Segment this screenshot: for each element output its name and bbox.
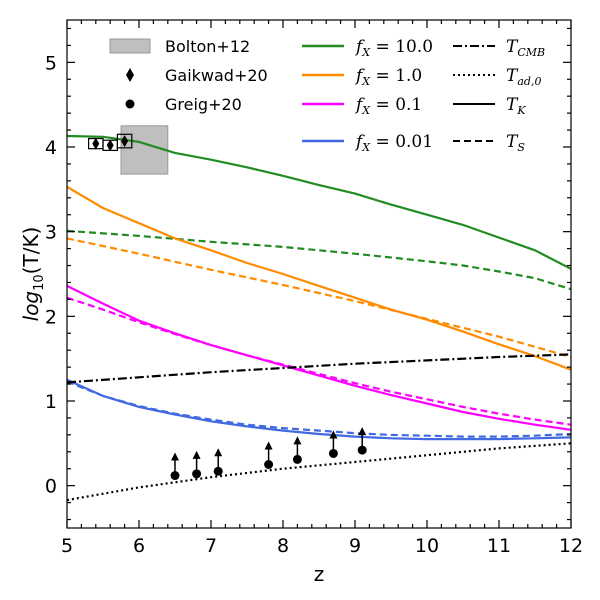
greig-point-0 [170, 452, 180, 481]
legend-entry-obs-1: Gaikwad+20 [126, 66, 268, 85]
y-tick-label-0: 0 [45, 476, 57, 498]
y-tick-label-5: 5 [45, 52, 57, 74]
legend-entry-style-2: TK [453, 95, 526, 117]
series-line-9 [67, 442, 571, 502]
legend-entry-model-2: fX = 0.1 [302, 95, 422, 117]
legend-entry-style-1: Tad,0 [453, 66, 541, 88]
y-axis-label: log10(T/K) [19, 227, 47, 322]
plot-frame [66, 19, 572, 529]
legend-label-model-2: fX = 0.1 [354, 95, 422, 117]
series-line-7 [67, 380, 571, 438]
greig-point-4 [292, 436, 302, 464]
legend: Bolton+12 Gaikwad+20 Greig+20 fX = 10.0 fX =… [109, 37, 545, 154]
greig-point-3 [264, 441, 274, 469]
legend-label-style-1: Tad,0 [506, 66, 541, 88]
bolton-region [120, 125, 169, 175]
bolton-region-layer [120, 125, 169, 175]
y-tick-label-2: 2 [45, 306, 57, 328]
legend-label-style-0: TCMB [506, 37, 545, 59]
legend-label-style-3: TS [506, 132, 525, 154]
legend-entry-model-0: fX = 10.0 [302, 37, 433, 59]
y-tick-label-1: 1 [45, 391, 57, 413]
greig-point-1 [192, 450, 202, 479]
x-tick-label-2: 7 [205, 535, 217, 557]
greig-point-5 [328, 430, 338, 458]
legend-entry-obs-2: Greig+20 [125, 95, 242, 114]
gaikwad-point-0 [87, 137, 104, 150]
y-axis-label-rest: (T/K) [19, 227, 43, 275]
legend-label-obs-0: Bolton+12 [165, 37, 250, 56]
series-line-3 [67, 237, 571, 359]
legend-entry-style-0: TCMB [453, 37, 545, 59]
legend-entry-style-3: TS [453, 132, 525, 154]
x-tick-label-3: 8 [277, 535, 289, 557]
series-line-0 [67, 134, 571, 270]
legend-label-obs-2: Greig+20 [165, 95, 242, 114]
points-layer [87, 133, 367, 481]
greig-point-2 [213, 448, 223, 476]
legend-label-model-1: fX = 1.0 [354, 66, 422, 88]
y-axis-label-sub: 10 [32, 274, 47, 291]
legend-entry-obs-0: Bolton+12 [109, 37, 250, 56]
x-tick-label-4: 9 [349, 535, 361, 557]
y-axis-label-base: log [19, 291, 43, 322]
y-tick-label-3: 3 [45, 222, 57, 244]
x-tick-label-1: 6 [133, 535, 145, 557]
series-line-1 [67, 229, 571, 291]
ticks-layer [66, 20, 572, 528]
x-axis-label: z [314, 562, 325, 586]
y-tick-label-4: 4 [45, 137, 57, 159]
legend-label-model-0: fX = 10.0 [354, 37, 433, 59]
series-line-5 [67, 296, 571, 426]
legend-label-model-3: fX = 0.01 [354, 132, 433, 154]
x-tick-label-6: 11 [487, 535, 511, 557]
greig-point-6 [357, 427, 367, 455]
series-line-2 [67, 185, 571, 371]
legend-label-style-2: TK [506, 95, 526, 117]
x-tick-label-5: 10 [415, 535, 439, 557]
series-layer [67, 134, 571, 502]
legend-entry-model-3: fX = 0.01 [302, 132, 433, 154]
gaikwad-point-1 [102, 139, 118, 152]
gaikwad-point-2 [116, 133, 133, 149]
series-line-8 [67, 353, 571, 384]
legend-label-obs-1: Gaikwad+20 [165, 66, 268, 85]
x-tick-label-0: 5 [61, 535, 73, 557]
legend-entry-model-1: fX = 1.0 [302, 66, 422, 88]
x-tick-label-7: 12 [559, 535, 583, 557]
series-line-4 [67, 284, 571, 431]
